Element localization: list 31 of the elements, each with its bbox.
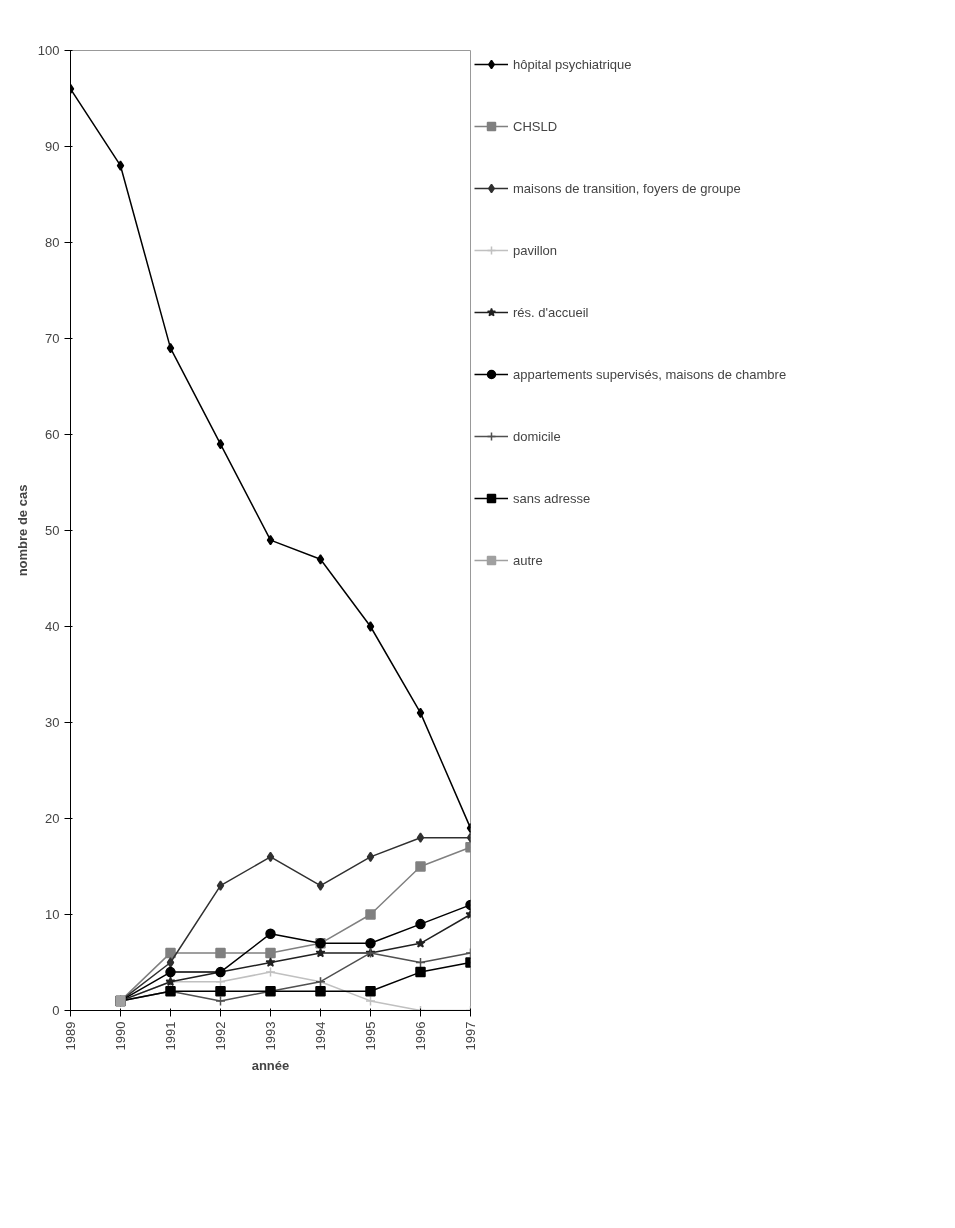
x-tick-label: 1989 (63, 1021, 78, 1051)
x-tick-label: 1992 (213, 1021, 228, 1051)
y-tick-label: 90 (45, 139, 60, 154)
legend-label: sans adresse (513, 490, 591, 506)
legend-label: pavillon (513, 242, 558, 258)
legend-label: appartements supervisés, maisons de chambre (513, 366, 787, 382)
x-tick-label: 1995 (363, 1021, 378, 1051)
y-tick-label: 100 (37, 43, 60, 58)
x-tick-label: 1994 (313, 1021, 328, 1051)
x-tick-label: 1990 (113, 1021, 128, 1051)
y-tick-label: 0 (52, 1003, 60, 1018)
y-tick-label: 30 (45, 715, 60, 730)
y-tick-label: 80 (45, 235, 60, 250)
y-tick-label: 50 (45, 523, 60, 538)
legend-label: CHSLD (513, 118, 558, 134)
legend-label: autre (513, 552, 543, 568)
y-tick-label: 60 (45, 427, 60, 442)
y-tick-label: 40 (45, 619, 60, 634)
y-tick-label: 10 (45, 907, 60, 922)
x-axis-title: année (251, 1058, 290, 1074)
x-tick-label: 1996 (413, 1021, 428, 1051)
y-tick-label: 20 (45, 811, 60, 826)
y-axis-title: nombre de cas (14, 484, 30, 577)
legend-label: hôpital psychiatrique (513, 56, 632, 72)
legend-label: rés. d'accueil (513, 304, 589, 320)
x-tick-label: 1993 (263, 1021, 278, 1051)
y-tick-label: 70 (45, 331, 60, 346)
x-tick-label: 1997 (463, 1021, 478, 1051)
legend-label: domicile (513, 428, 561, 444)
x-tick-label: 1991 (163, 1021, 178, 1051)
legend-label: maisons de transition, foyers de groupe (513, 180, 741, 196)
